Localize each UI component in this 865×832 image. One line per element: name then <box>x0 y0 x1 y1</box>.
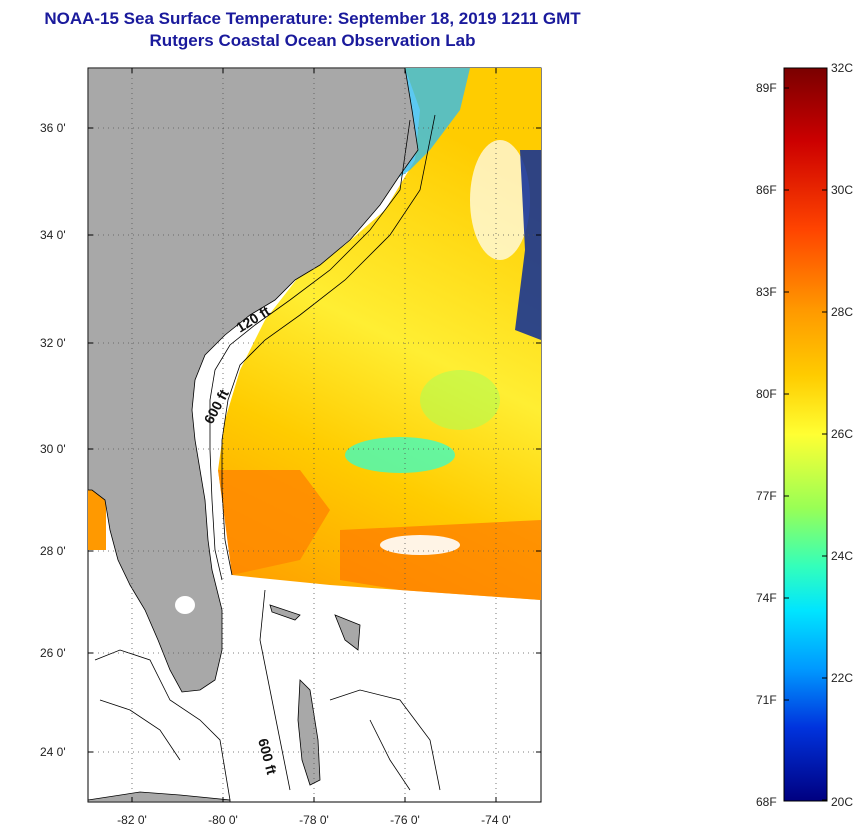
colorbar-f-label: 89F <box>756 81 777 95</box>
lat-label: 36 0' <box>40 121 66 135</box>
colorbar-f-label: 77F <box>756 489 777 503</box>
lon-label: -78 0' <box>299 813 329 827</box>
title-line2: Rutgers Coastal Ocean Observation Lab <box>149 31 476 50</box>
lat-label: 30 0' <box>40 442 66 456</box>
chart-title: NOAA-15 Sea Surface Temperature: Septemb… <box>0 8 625 52</box>
land-us-southeast <box>88 68 419 693</box>
lon-axis: -82 0' -80 0' -78 0' -76 0' -74 0' <box>117 68 511 827</box>
colorbar-c-label: 30C <box>831 183 853 197</box>
contour-120ft <box>209 119 411 581</box>
colorbar: 89F 86F 83F 80F 77F 74F 71F 68F 32C 30C … <box>756 61 853 809</box>
colorbar-c-label: 28C <box>831 305 853 319</box>
lake-okeechobee <box>175 596 195 614</box>
contour-bahamas <box>259 589 441 791</box>
contour-keys <box>94 649 231 801</box>
warm-region <box>218 470 330 575</box>
colorbar-c-label: 24C <box>831 549 853 563</box>
sst-swath <box>218 68 541 600</box>
lat-label: 26 0' <box>40 646 66 660</box>
lat-axis: 36 0' 34 0' 32 0' 30 0' 28 0' 26 0' 24 0… <box>40 121 541 759</box>
lat-label: 28 0' <box>40 544 66 558</box>
lon-label: -76 0' <box>390 813 420 827</box>
cloud-patch <box>380 535 460 555</box>
green-patch <box>420 370 500 430</box>
colorbar-f-label: 74F <box>756 591 777 605</box>
colorbar-c-label: 32C <box>831 61 853 75</box>
island-andros <box>297 679 321 786</box>
title-line1: NOAA-15 Sea Surface Temperature: Septemb… <box>44 9 581 28</box>
colorbar-f-label: 83F <box>756 285 777 299</box>
deep-blue-edge <box>515 150 541 340</box>
map-grid <box>88 68 541 802</box>
colorbar-f-label: 68F <box>756 795 777 809</box>
cloud-patch <box>470 140 530 260</box>
colorbar-gradient <box>783 67 828 802</box>
colorbar-f-label: 86F <box>756 183 777 197</box>
colorbar-c-label: 26C <box>831 427 853 441</box>
lon-label: -80 0' <box>208 813 238 827</box>
island-grand-bahama <box>269 604 301 621</box>
lon-label: -74 0' <box>481 813 511 827</box>
island-abaco <box>334 614 361 651</box>
lon-label: -82 0' <box>117 813 147 827</box>
lat-label: 34 0' <box>40 228 66 242</box>
lat-label: 24 0' <box>40 745 66 759</box>
gulf-strip <box>88 490 106 550</box>
colorbar-f-label: 80F <box>756 387 777 401</box>
colorbar-f-label: 71F <box>756 693 777 707</box>
colorbar-c-label: 20C <box>831 795 853 809</box>
lat-label: 32 0' <box>40 336 66 350</box>
contour-600ft <box>221 114 436 576</box>
colorbar-ticks <box>784 67 827 801</box>
colorbar-c-label: 22C <box>831 671 853 685</box>
cool-patch <box>345 437 455 473</box>
